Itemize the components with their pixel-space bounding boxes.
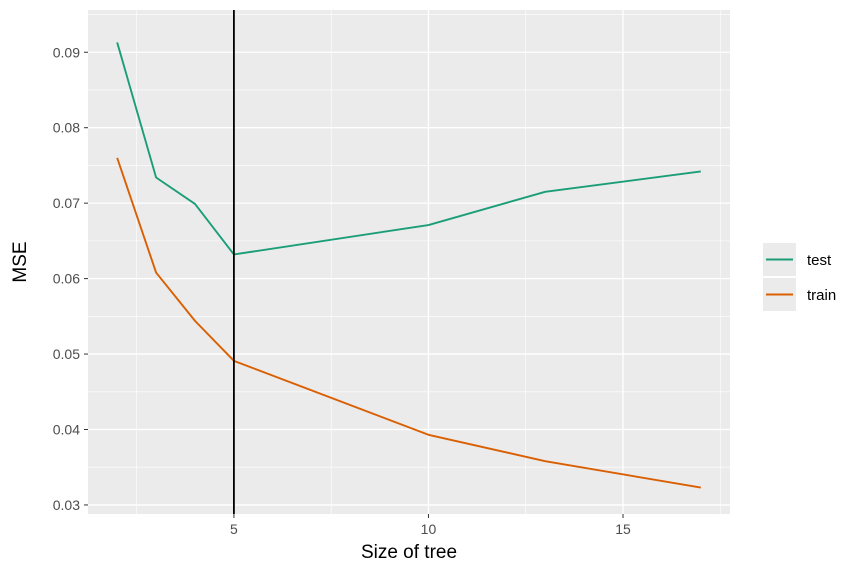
x-tick-label: 5 [230,521,238,537]
y-tick-label: 0.06 [53,271,80,287]
legend: test train [763,243,836,311]
y-tick-label: 0.03 [53,497,80,513]
y-tick-label: 0.05 [53,346,80,362]
y-tick-label: 0.07 [53,195,80,211]
legend-label-train: train [807,287,836,304]
x-tick-label: 15 [615,521,631,537]
y-tick-label: 0.04 [53,421,80,437]
y-axis: 0.03 0.04 0.05 0.06 0.07 0.08 0.09 [53,44,88,513]
x-axis-title: Size of tree [361,542,457,563]
plot-panel [88,10,730,514]
x-tick-label: 10 [421,521,437,537]
legend-label-test: test [807,252,832,269]
y-tick-label: 0.08 [53,120,80,136]
y-tick-label: 0.09 [53,44,80,60]
y-axis-title: MSE [10,241,31,282]
x-axis: 5 10 15 [230,514,631,537]
